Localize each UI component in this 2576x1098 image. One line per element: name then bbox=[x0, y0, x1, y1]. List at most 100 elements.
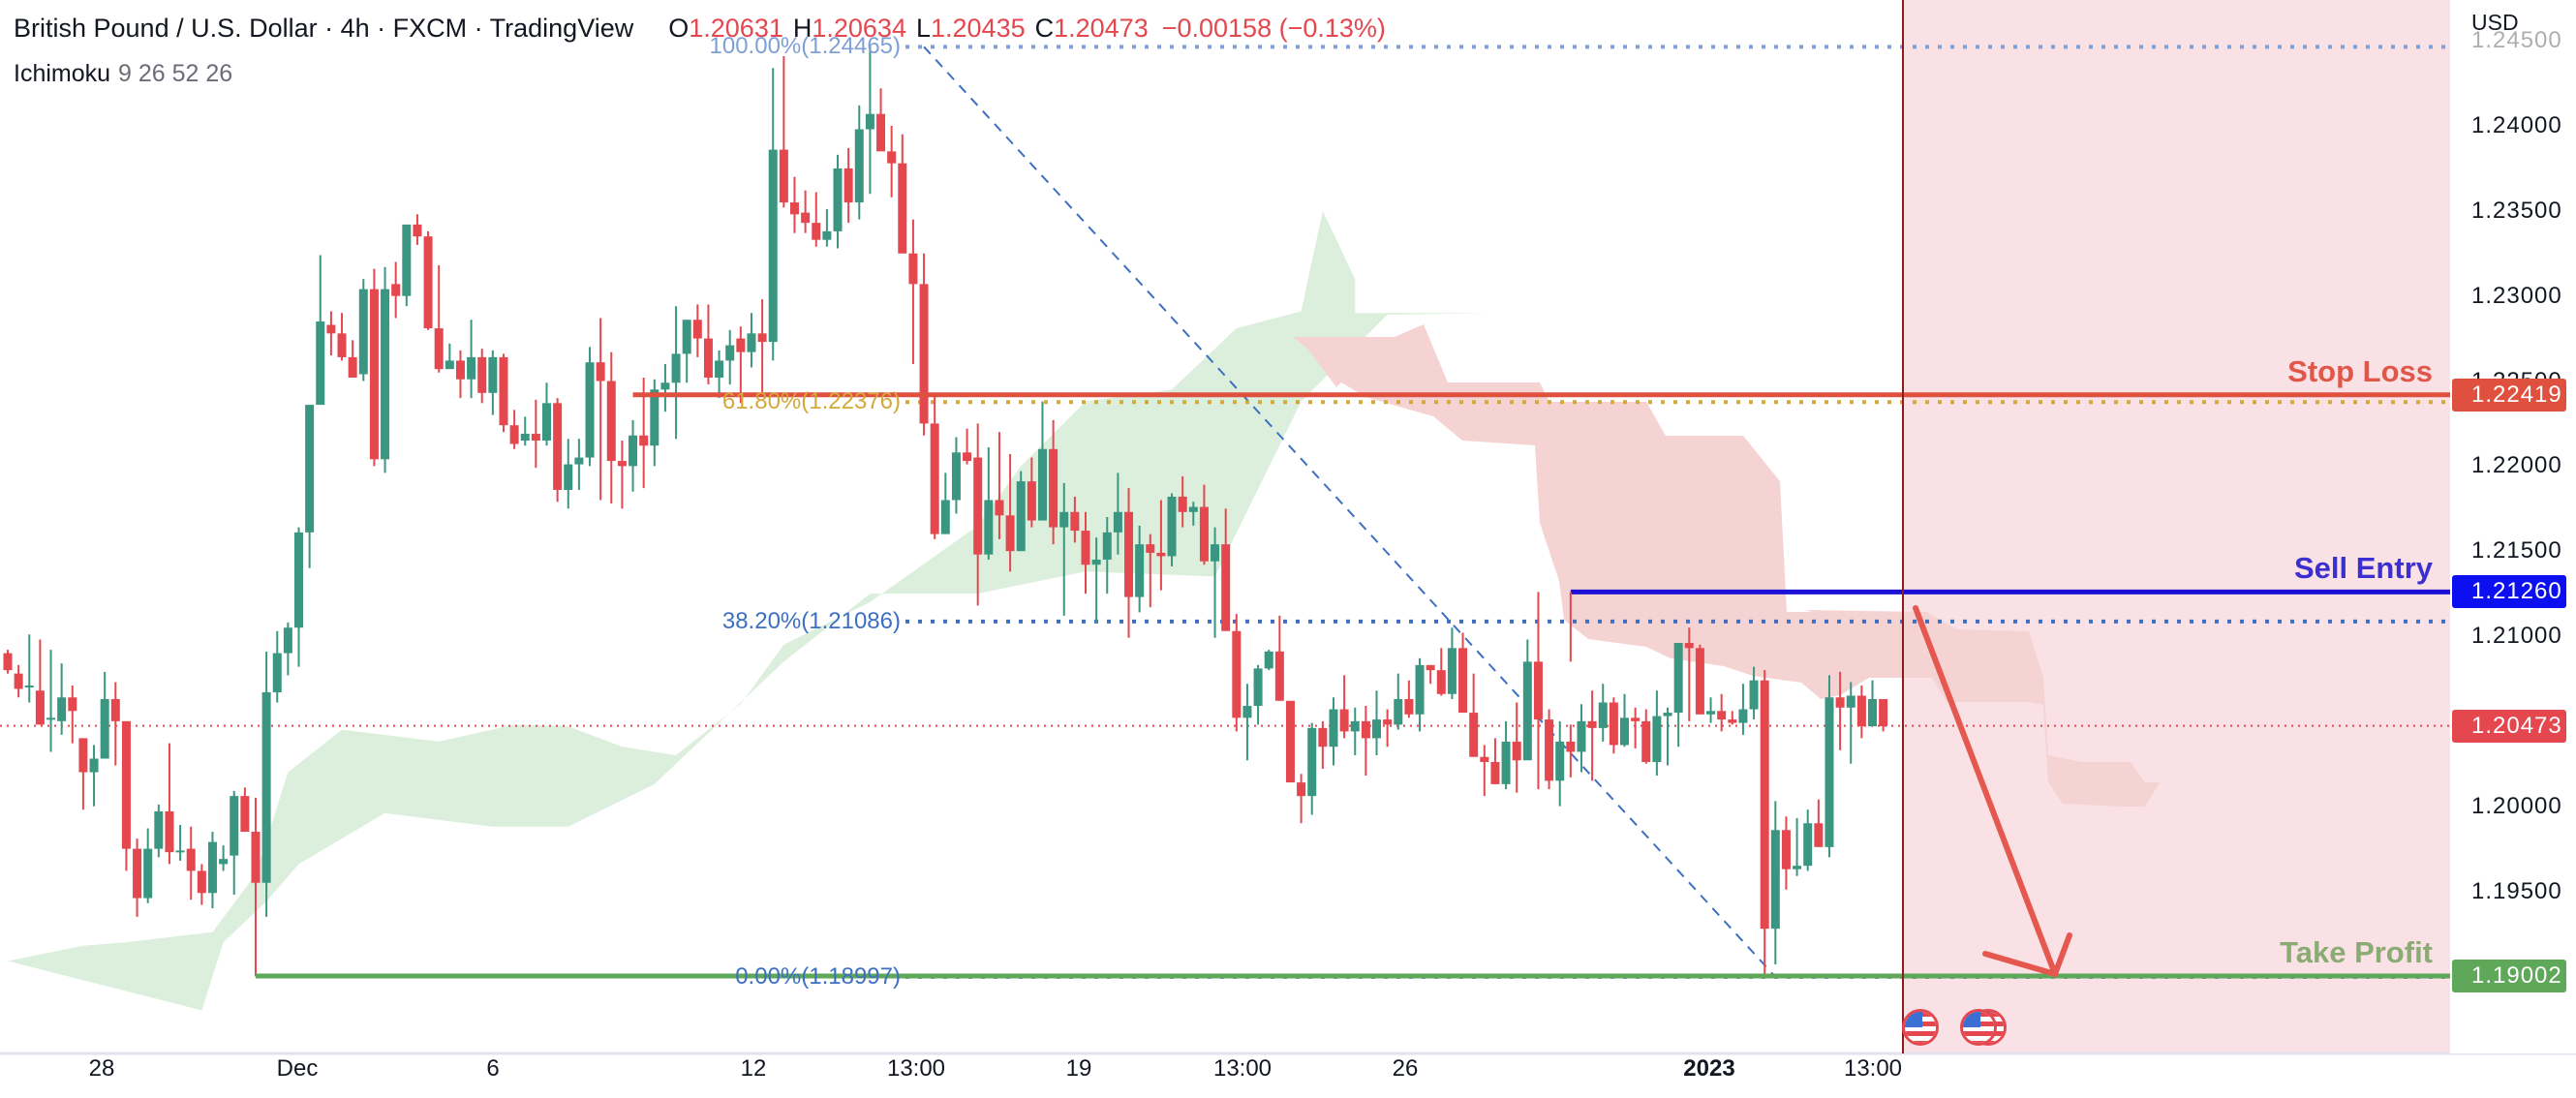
candle-body bbox=[715, 360, 724, 378]
candle-body bbox=[1188, 506, 1198, 512]
ichimoku-cloud-bullish bbox=[8, 210, 1495, 1011]
candle-body bbox=[520, 433, 530, 441]
candle-body bbox=[197, 870, 206, 894]
candle-body bbox=[660, 382, 670, 390]
candle-body bbox=[455, 360, 465, 380]
candle-body bbox=[391, 284, 401, 296]
candle-body bbox=[629, 435, 638, 467]
candle-body bbox=[854, 129, 864, 203]
us-economic-event-icon[interactable] bbox=[1902, 1009, 1939, 1046]
candle-body bbox=[876, 113, 886, 152]
candle-body bbox=[1081, 531, 1090, 565]
fib-trend-line[interactable] bbox=[923, 46, 1777, 978]
arrow-head-icon bbox=[1982, 932, 2072, 978]
candle-body bbox=[1781, 830, 1791, 869]
candle-body bbox=[1749, 680, 1759, 710]
stop-loss-price-badge[interactable]: 1.22419 bbox=[2452, 378, 2566, 412]
candle-body bbox=[348, 356, 357, 378]
candle-body bbox=[143, 848, 153, 899]
candle-body bbox=[1867, 699, 1877, 727]
candle-body bbox=[1814, 823, 1824, 847]
candle-body bbox=[865, 113, 874, 130]
forecast-zone bbox=[1903, 0, 2450, 1053]
candle-body bbox=[682, 320, 691, 354]
candle-body bbox=[175, 850, 185, 853]
candle-body bbox=[768, 149, 778, 343]
candle-body bbox=[207, 841, 217, 894]
candle-body bbox=[1803, 823, 1813, 867]
price-tick: 1.23500 bbox=[2471, 197, 2562, 224]
indicator-legend-ichimoku[interactable]: Ichimoku 9 26 52 26 bbox=[14, 60, 232, 88]
candle-body bbox=[1501, 741, 1511, 784]
candle-body bbox=[1555, 741, 1565, 781]
candle-body bbox=[930, 423, 939, 534]
candle-body bbox=[477, 356, 487, 393]
candle-body bbox=[736, 338, 746, 352]
sell-entry-label[interactable]: Sell Entry bbox=[2294, 551, 2433, 586]
candle-body bbox=[898, 163, 907, 254]
last-price-badge[interactable]: 1.20473 bbox=[2452, 709, 2566, 743]
symbol-title[interactable]: British Pound / U.S. Dollar · 4h · FXCM … bbox=[14, 14, 634, 43]
candle-body bbox=[1146, 544, 1155, 553]
candle-body bbox=[283, 627, 292, 654]
candle-body bbox=[305, 405, 315, 533]
candle-body bbox=[725, 345, 735, 361]
chart-legend: British Pound / U.S. Dollar · 4h · FXCM … bbox=[14, 14, 1386, 44]
candle-body bbox=[1339, 709, 1349, 732]
stop-loss-label[interactable]: Stop Loss bbox=[2287, 353, 2433, 388]
sell-entry-price-badge[interactable]: 1.21260 bbox=[2452, 575, 2566, 609]
candle-body bbox=[1728, 719, 1737, 723]
candle-body bbox=[326, 324, 336, 334]
candle-body bbox=[1793, 866, 1802, 869]
candle-body bbox=[358, 289, 368, 375]
candle-body bbox=[553, 403, 563, 490]
candle-body bbox=[812, 223, 821, 240]
indicator-params: 9 26 52 26 bbox=[118, 60, 233, 87]
candle-body bbox=[57, 697, 67, 721]
candle-body bbox=[467, 356, 476, 380]
candle-body bbox=[1695, 648, 1704, 715]
candle-body bbox=[1620, 717, 1629, 746]
candle-body bbox=[1361, 720, 1370, 739]
candle-body bbox=[272, 653, 282, 692]
high-value: 1.20634 bbox=[812, 14, 906, 43]
take-profit-label[interactable]: Take Profit bbox=[2280, 934, 2433, 969]
price-axis-currency[interactable]: USD bbox=[2471, 10, 2519, 35]
candle-body bbox=[984, 500, 994, 555]
candle-body bbox=[703, 338, 713, 378]
candle-body bbox=[1274, 651, 1284, 701]
fib-level-label: 61.80%(1.22376) bbox=[721, 388, 901, 415]
candle-body bbox=[1587, 720, 1597, 728]
candle-body bbox=[1318, 727, 1328, 747]
candle-body bbox=[1329, 709, 1338, 747]
candle-body bbox=[757, 333, 767, 343]
us-economic-event-icon-stack[interactable] bbox=[1960, 1009, 1997, 1046]
candle-body bbox=[585, 362, 595, 458]
candle-body bbox=[1566, 741, 1576, 752]
candle-body bbox=[1490, 762, 1500, 784]
candle-body bbox=[1469, 713, 1479, 757]
candle-body bbox=[1027, 481, 1036, 521]
time-tick: 6 bbox=[486, 1055, 500, 1082]
take-profit-price-badge[interactable]: 1.19002 bbox=[2452, 959, 2566, 992]
indicator-name: Ichimoku bbox=[14, 60, 111, 87]
candle-body bbox=[1458, 648, 1468, 714]
candle-body bbox=[154, 810, 164, 849]
candle-body bbox=[1577, 720, 1586, 752]
candle-body bbox=[1856, 695, 1866, 727]
candle-body bbox=[1717, 711, 1727, 720]
candle-body bbox=[1522, 661, 1532, 761]
candle-body bbox=[68, 697, 77, 712]
candle-body bbox=[1404, 699, 1414, 715]
candle-body bbox=[1512, 741, 1521, 761]
fib-level-label: 100.00%(1.24465) bbox=[709, 33, 901, 60]
candle-body bbox=[574, 457, 584, 465]
candle-body bbox=[1684, 643, 1694, 649]
fib-level-label: 38.20%(1.21086) bbox=[721, 607, 901, 634]
open-label: O bbox=[668, 14, 690, 43]
candle-body bbox=[1738, 709, 1748, 723]
forecast-arrow[interactable] bbox=[1913, 605, 2058, 977]
candle-body bbox=[1049, 448, 1058, 528]
candle-body bbox=[671, 353, 681, 383]
